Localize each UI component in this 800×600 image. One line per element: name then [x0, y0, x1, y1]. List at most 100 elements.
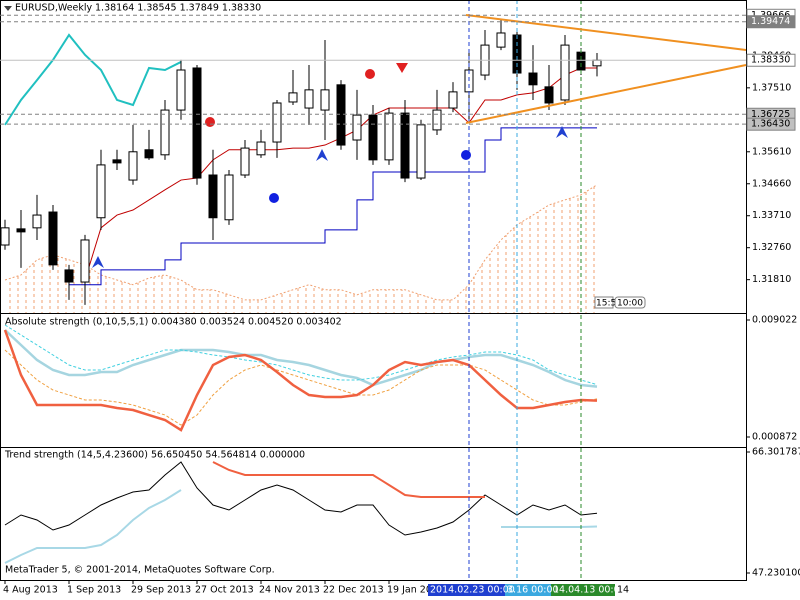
indicator-line [4, 324, 598, 386]
indicator-title: Trend strength (14,5,4.23600) 56.650450 … [4, 450, 305, 461]
date-marker-box [551, 584, 615, 596]
plot-border [0, 0, 747, 581]
signal-arrow [556, 126, 568, 138]
level-box [746, 117, 796, 131]
candle-body [576, 51, 586, 71]
indicator-line [4, 349, 598, 426]
candle-body [416, 124, 426, 179]
indicator-line [4, 461, 598, 536]
time-box [614, 296, 646, 309]
candle-body [0, 227, 10, 246]
y-tick-label: 66.301787 [752, 447, 800, 458]
candle-body [320, 89, 330, 111]
level-label: 1.39474 [751, 16, 790, 27]
candle-body [592, 59, 602, 67]
signal-arrow [396, 63, 408, 73]
date-marker-box [505, 584, 551, 596]
level-label: 1.38330 [751, 55, 790, 66]
cloud-area [5, 184, 597, 314]
candle-body [336, 84, 346, 146]
candle-body [512, 34, 522, 74]
time-box [594, 296, 614, 309]
candle-body [288, 92, 298, 103]
candle-body [128, 151, 138, 181]
indicator-title: Absolute strength (0,10,5,5,1) 0.004380 … [5, 317, 342, 328]
trend-line [465, 14, 747, 51]
level-label: 1.36725 [751, 109, 790, 120]
candle-body [112, 159, 122, 164]
level-box [746, 15, 796, 29]
frame [0, 0, 747, 581]
candle-body [224, 174, 234, 221]
time-box-label: 15:5 [596, 299, 616, 309]
candle-body [528, 72, 538, 86]
x-tick-label: 24 Nov 2013 [259, 585, 320, 596]
signal-dot [461, 150, 471, 160]
candle-body [256, 141, 266, 156]
indicator-line [4, 33, 182, 126]
symbol-icon [4, 6, 12, 11]
y-tick-label: 1.31810 [752, 274, 791, 285]
indicator-line [69, 127, 597, 286]
x-tick-label: 27 Oct 2013 [195, 585, 254, 596]
y-tick-label: 0.000872 [752, 431, 797, 442]
level-label: 1.36430 [751, 119, 790, 130]
y-tick-label: 47.230100 [752, 567, 800, 578]
candle-body [144, 149, 154, 159]
x-tick-label: 14 [617, 585, 629, 596]
candle-body [80, 239, 90, 283]
candle-body [544, 86, 554, 104]
candle-body [16, 228, 26, 233]
indicator-line [212, 461, 485, 498]
y-tick-label: 1.34660 [752, 178, 791, 189]
candle-body [192, 67, 202, 179]
signal-dot [269, 193, 279, 203]
time-box-label: 10:00 [617, 299, 643, 309]
y-tick-label: 1.37510 [752, 82, 791, 93]
date-marker-label: 2014.02.23 00:00 [430, 585, 515, 596]
candle-body [400, 112, 410, 179]
candle-body [432, 109, 442, 131]
signal-arrow [316, 149, 328, 161]
time-axis: 4 Aug 2013 1 Sep 2013 29 Sep 2013 27 Oct 20… [3, 580, 629, 596]
candle-body [448, 91, 458, 109]
date-marker-label: 14.04.13 00:00 [553, 585, 626, 596]
footer: MetaTrader 5, © 2001-2014, MetaQuotes So… [5, 565, 275, 576]
candle-body [208, 174, 218, 219]
chart-title: EURUSD,Weekly [15, 3, 93, 14]
candle-body [240, 147, 250, 176]
candle-body [272, 102, 282, 143]
candle-body [160, 109, 170, 156]
candle-body [64, 269, 74, 283]
candle-body [48, 211, 58, 266]
ohlc-readout: 1.38164 1.38545 1.37849 1.38330 [95, 3, 261, 14]
candle-body [384, 112, 394, 161]
candle-body [560, 44, 570, 101]
signal-dot [205, 117, 215, 127]
x-tick-label: 1 Sep 2013 [67, 585, 121, 596]
y-tick-label: 0.009022 [752, 315, 797, 326]
x-tick-label: 22 Dec 2013 [323, 585, 384, 596]
candle-body [176, 69, 186, 111]
y-tick-label: 1.32760 [752, 242, 791, 253]
candle-body [304, 89, 314, 109]
level-box [746, 53, 796, 67]
indicator-line [4, 329, 598, 388]
x-tick-label: 19 Jan 20 [387, 585, 432, 596]
date-marker-label: 3.16 00:00 [507, 585, 559, 596]
signal-dot [365, 69, 375, 79]
candle-body [96, 164, 106, 219]
signal-arrow [92, 256, 104, 268]
indicator-line [3, 329, 598, 432]
candle-body [496, 32, 506, 48]
date-marker-box [428, 584, 505, 596]
trend-line [465, 64, 747, 124]
y-tick-label: 1.35610 [752, 146, 791, 157]
candle-body [352, 114, 362, 141]
candle-body [32, 214, 42, 229]
candle-body [368, 114, 378, 161]
y-tick-label: 1.33710 [752, 210, 791, 221]
x-tick-label: 29 Sep 2013 [131, 585, 191, 596]
x-tick-label: 4 Aug 2013 [3, 585, 58, 596]
